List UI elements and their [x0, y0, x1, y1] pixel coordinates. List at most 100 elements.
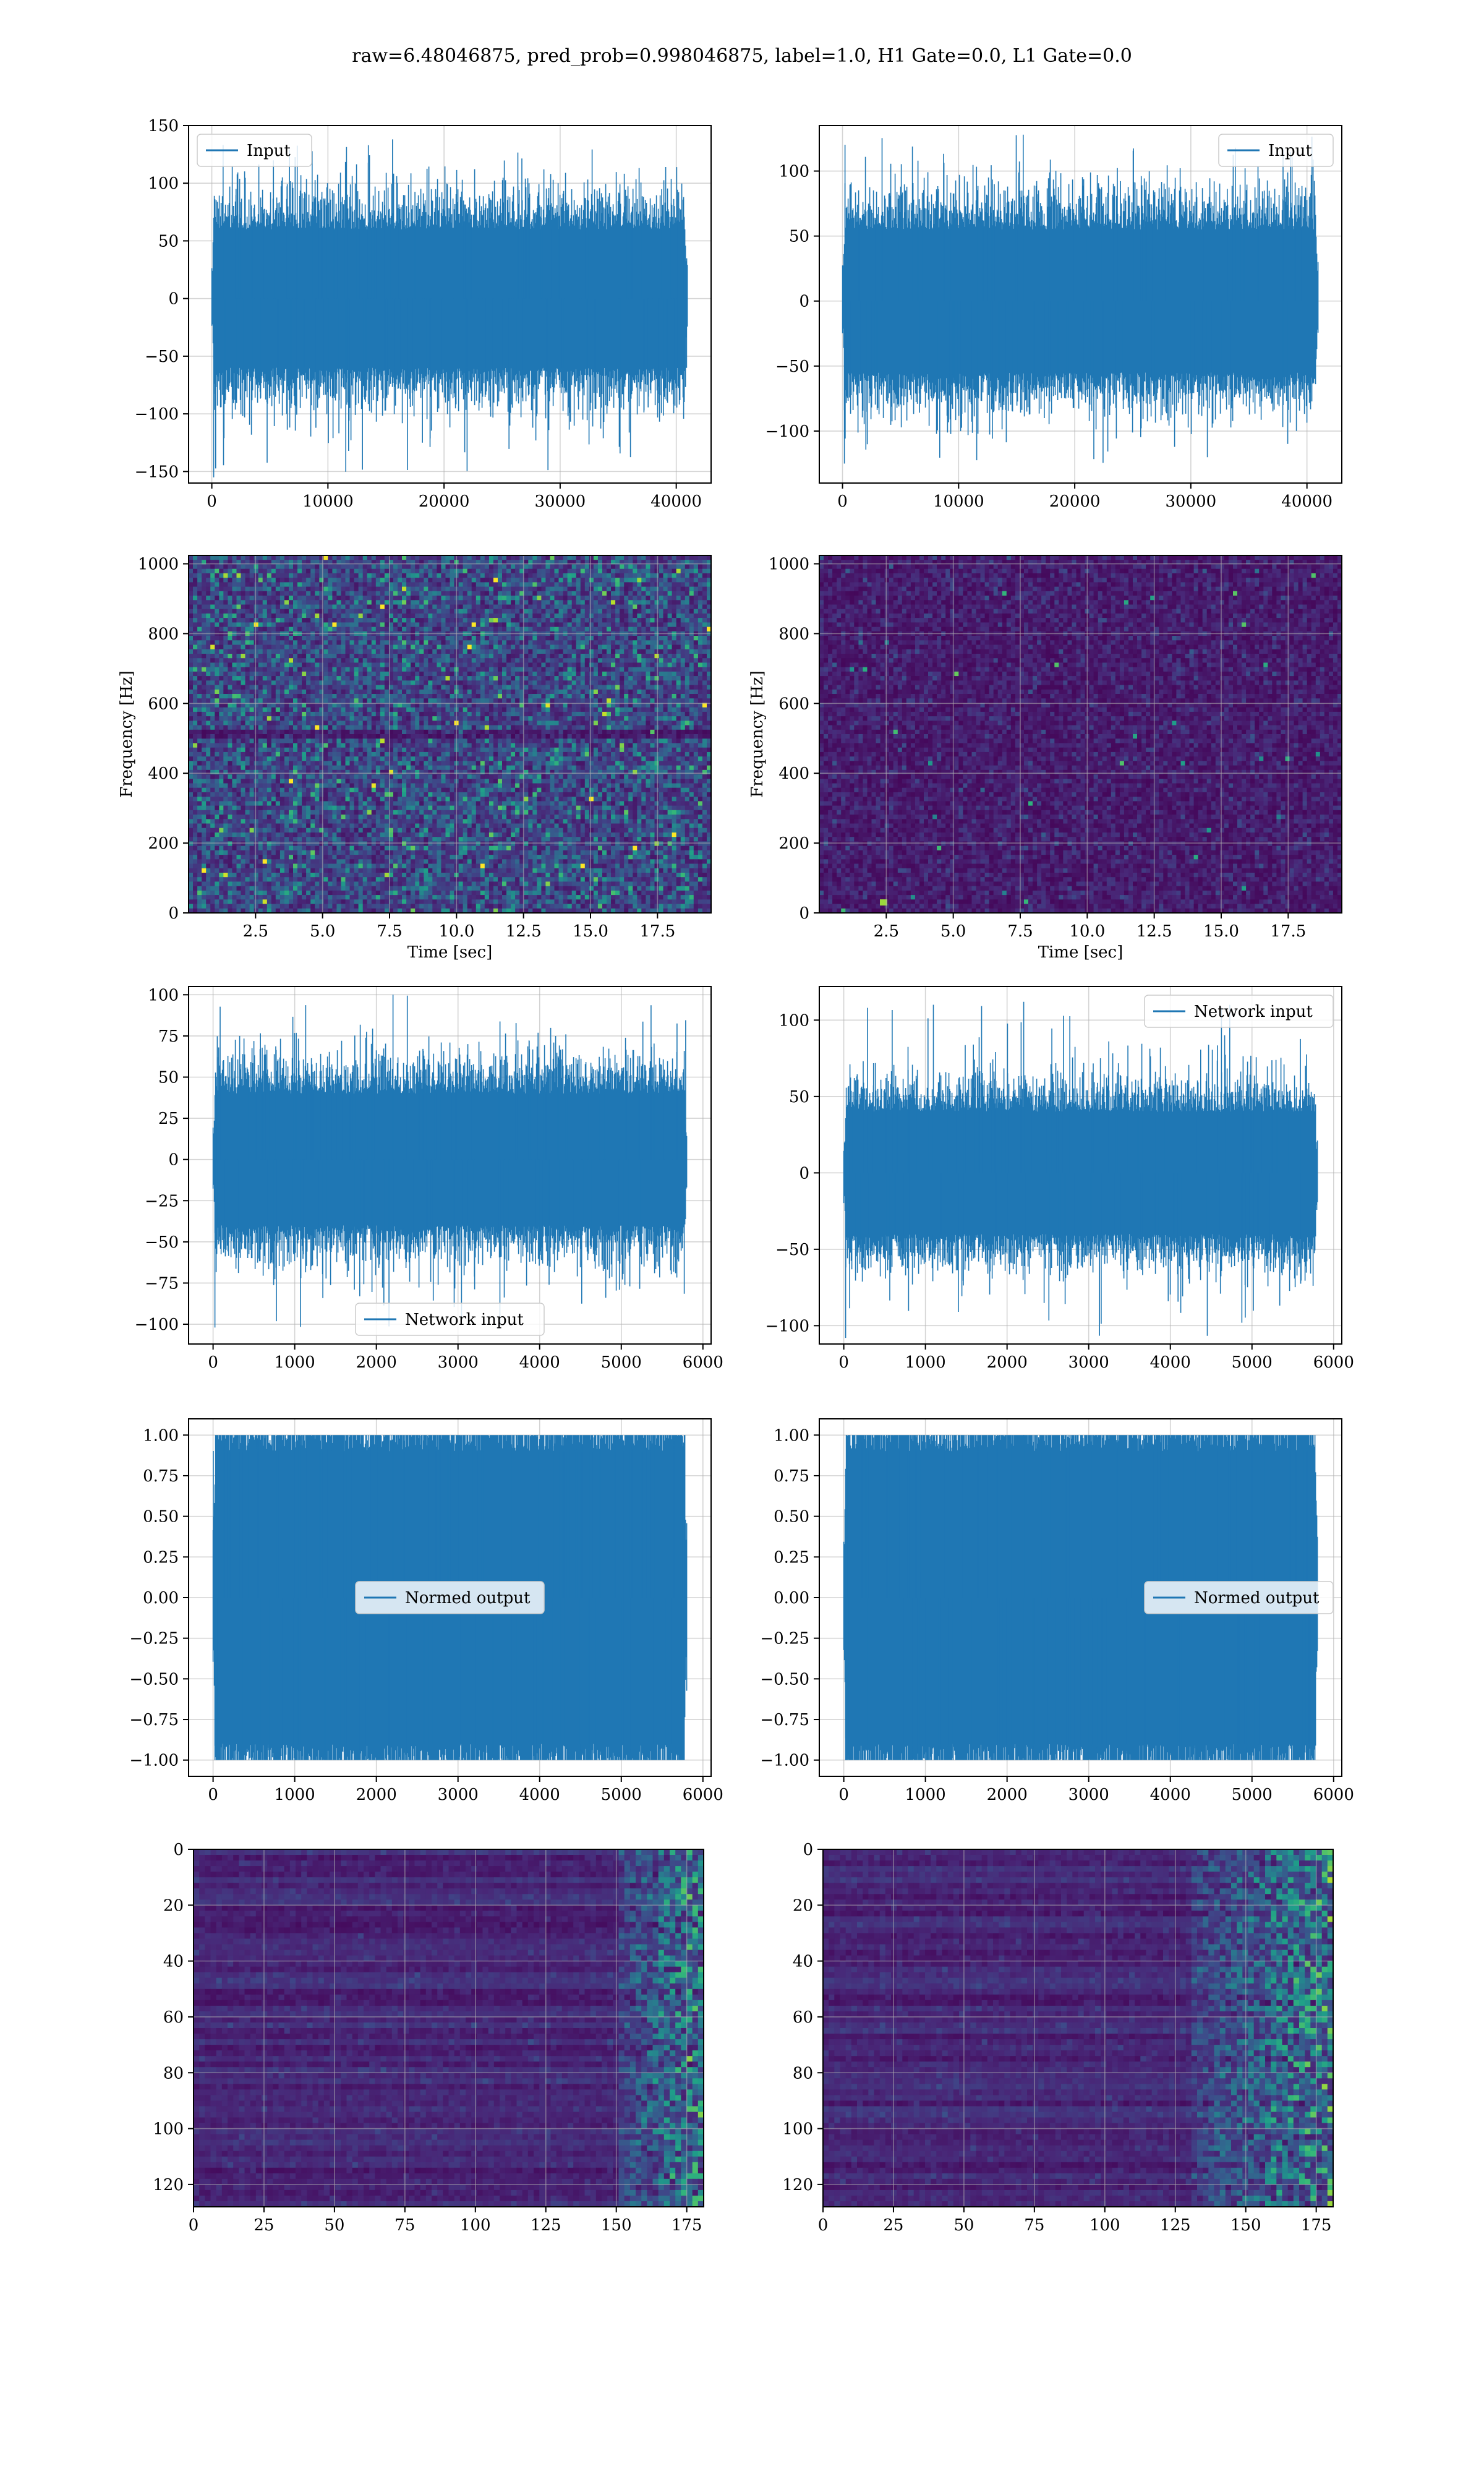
heatmap-cell: [341, 698, 346, 703]
heatmap-cell: [641, 591, 646, 596]
heatmap-cell: [528, 596, 533, 601]
heatmap-cell: [637, 708, 642, 713]
heatmap-cell: [659, 672, 664, 677]
heatmap-cell: [528, 708, 533, 713]
heatmap-cell: [302, 680, 307, 685]
heatmap-cell: [310, 676, 315, 681]
heatmap-cell: [532, 609, 537, 614]
heatmap-cell: [607, 627, 612, 632]
heatmap-cell: [402, 582, 407, 587]
heatmap-cell: [459, 680, 464, 685]
heatmap-cell: [589, 565, 594, 570]
heatmap-cell: [428, 591, 433, 596]
heatmap-cell: [585, 578, 590, 583]
heatmap-cell: [685, 676, 690, 681]
heatmap-cell: [615, 596, 620, 601]
heatmap-cell: [511, 605, 516, 610]
heatmap-cell: [511, 667, 516, 672]
heatmap-cell: [572, 672, 577, 677]
heatmap-cell: [280, 690, 285, 695]
heatmap-cell: [302, 658, 307, 663]
heatmap-cell: [385, 726, 390, 730]
series-line-input: [843, 147, 1318, 452]
heatmap-cell: [293, 694, 298, 699]
heatmap-cell: [323, 587, 328, 592]
heatmap-cell: [276, 627, 281, 632]
heatmap-cell: [202, 569, 207, 574]
heatmap-cell: [589, 609, 594, 614]
heatmap-cell: [511, 716, 516, 721]
heatmap-cell: [515, 685, 520, 690]
heatmap-cell: [302, 640, 307, 645]
heatmap-cell: [485, 685, 490, 690]
heatmap-cell: [306, 730, 311, 735]
heatmap-cell: [506, 672, 511, 677]
heatmap-cell: [284, 600, 289, 605]
heatmap-cell: [297, 649, 302, 654]
heatmap-cell: [328, 676, 333, 681]
heatmap-cell: [641, 662, 646, 667]
heatmap-cell: [328, 730, 333, 735]
heatmap-cell: [385, 685, 390, 690]
heatmap-cell: [215, 730, 220, 735]
heatmap-cell: [459, 565, 464, 570]
heatmap-cell: [428, 649, 433, 654]
heatmap-cell: [393, 636, 398, 641]
heatmap-cell: [297, 680, 302, 685]
heatmap-cell: [193, 726, 198, 730]
heatmap-cell: [363, 555, 368, 560]
heatmap-cell: [432, 712, 437, 717]
heatmap-cell: [306, 555, 311, 560]
heatmap-cell: [702, 645, 707, 650]
heatmap-cell: [380, 712, 385, 717]
heatmap-cell: [359, 640, 364, 645]
heatmap-cell: [698, 569, 703, 574]
heatmap-cell: [350, 734, 355, 739]
heatmap-cell: [620, 649, 625, 654]
heatmap-cell: [485, 654, 490, 659]
heatmap-cell: [506, 645, 511, 650]
heatmap-cell: [598, 636, 603, 641]
heatmap-cell: [245, 591, 250, 596]
heatmap-cell: [541, 645, 546, 650]
heatmap-cell: [620, 726, 625, 730]
heatmap-cell: [480, 694, 485, 699]
heatmap-cell: [589, 694, 594, 699]
heatmap-cell: [572, 591, 577, 596]
heatmap-cell: [267, 734, 272, 739]
heatmap-cell: [258, 573, 263, 578]
heatmap-cell: [463, 712, 468, 717]
heatmap-cell: [193, 658, 198, 663]
heatmap-cell: [310, 667, 315, 672]
heatmap-cell: [694, 618, 699, 623]
heatmap-cell: [472, 578, 477, 583]
heatmap-cell: [406, 698, 411, 703]
heatmap-cell: [346, 658, 351, 663]
heatmap-cell: [232, 636, 237, 641]
heatmap-cell: [633, 654, 638, 659]
heatmap-cell: [346, 662, 351, 667]
heatmap-cell: [237, 680, 242, 685]
heatmap-cell: [511, 658, 516, 663]
heatmap-cell: [489, 667, 494, 672]
heatmap-cell: [633, 627, 638, 632]
heatmap-cell: [302, 721, 307, 726]
heatmap-cell: [336, 555, 341, 560]
heatmap-cell: [532, 694, 537, 699]
heatmap-cell: [206, 587, 211, 592]
heatmap-cell: [346, 708, 351, 713]
heatmap-cell: [432, 698, 437, 703]
heatmap-cell: [506, 640, 511, 645]
heatmap-cell: [197, 721, 202, 726]
heatmap-cell: [446, 649, 451, 654]
heatmap-cell: [537, 618, 542, 623]
heatmap-cell: [250, 609, 255, 614]
heatmap-cell: [467, 600, 472, 605]
heatmap-cell: [576, 614, 581, 618]
heatmap-cell: [498, 591, 503, 596]
heatmap-cell: [197, 690, 202, 695]
heatmap-cell: [476, 636, 481, 641]
heatmap-cell: [254, 685, 259, 690]
heatmap-cell: [550, 685, 555, 690]
heatmap-cell: [323, 716, 328, 721]
